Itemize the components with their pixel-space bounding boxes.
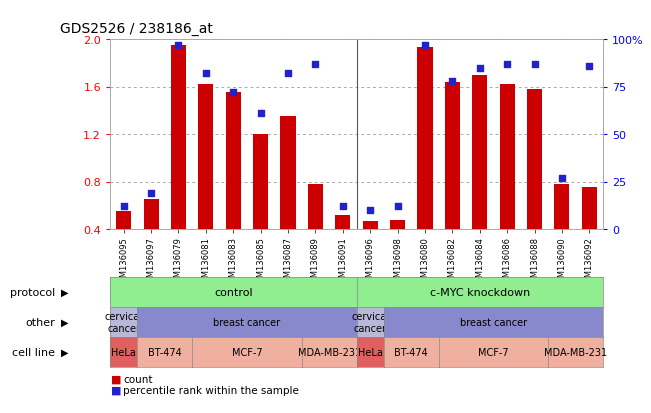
Text: GDS2526 / 238186_at: GDS2526 / 238186_at [60,22,213,36]
Text: count: count [123,374,152,384]
Text: cervical
cancer: cervical cancer [351,311,389,333]
Text: ■: ■ [111,385,122,395]
Text: ■: ■ [111,374,122,384]
Bar [281,117,296,230]
Text: ▶: ▶ [61,317,68,327]
Text: percentile rank within the sample: percentile rank within the sample [123,385,299,395]
Bar [390,220,405,230]
Text: HeLa: HeLa [111,347,136,357]
Point [502,61,512,68]
Bar [199,85,214,230]
Text: MDA-MB-231: MDA-MB-231 [544,347,607,357]
Point [447,78,458,85]
Text: breast cancer: breast cancer [214,317,281,327]
Point [338,203,348,210]
Bar [144,200,159,230]
Text: control: control [214,287,253,297]
Point [173,42,184,49]
Text: other: other [25,317,55,327]
Bar [555,185,570,230]
Bar [363,221,378,230]
Point [393,203,403,210]
Bar [417,48,432,230]
Point [365,207,376,214]
Point [420,42,430,49]
Text: breast cancer: breast cancer [460,317,527,327]
Text: ▶: ▶ [61,287,68,297]
Text: MCF-7: MCF-7 [232,347,262,357]
Bar [335,215,350,230]
Text: ▶: ▶ [61,347,68,357]
Point [584,63,594,70]
Bar [171,46,186,230]
Bar [308,185,323,230]
Text: c-MYC knockdown: c-MYC knockdown [430,287,530,297]
Point [311,61,321,68]
Point [118,203,129,210]
Bar [582,188,597,230]
Bar [472,76,488,230]
Bar [226,93,241,230]
Text: MCF-7: MCF-7 [478,347,509,357]
Point [475,65,485,71]
Bar [445,83,460,230]
Text: BT-474: BT-474 [395,347,428,357]
Bar [253,135,268,230]
Point [255,111,266,117]
Point [283,71,293,77]
Bar [499,85,515,230]
Point [146,190,156,197]
Text: cervical
cancer: cervical cancer [105,311,143,333]
Bar [527,90,542,230]
Text: BT-474: BT-474 [148,347,182,357]
Bar [116,212,132,230]
Text: MDA-MB-231: MDA-MB-231 [298,347,361,357]
Point [529,61,540,68]
Point [557,175,567,182]
Text: protocol: protocol [10,287,55,297]
Point [201,71,211,77]
Text: HeLa: HeLa [358,347,383,357]
Point [228,90,238,96]
Text: cell line: cell line [12,347,55,357]
